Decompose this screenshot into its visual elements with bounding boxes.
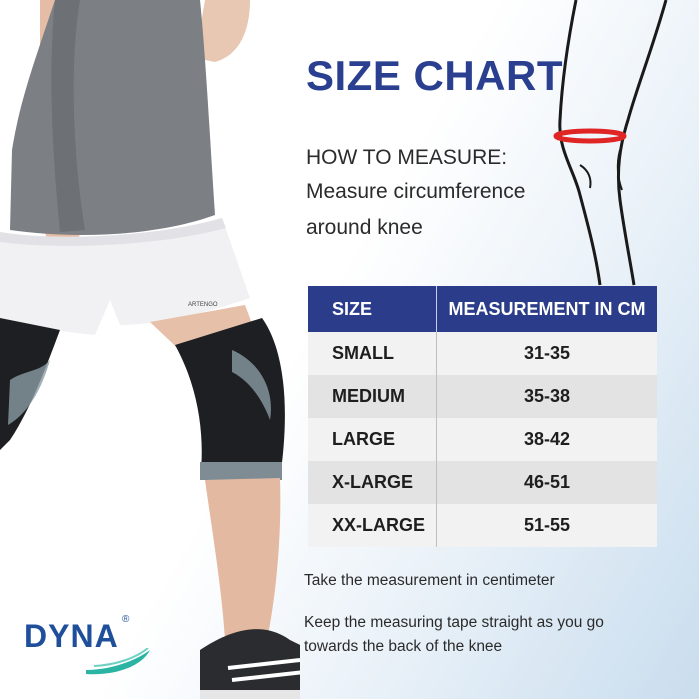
knee-measurement-diagram <box>553 0 668 286</box>
table-row: SMALL 31-35 <box>308 332 657 375</box>
column-header-measurement: MEASUREMENT IN CM <box>436 286 657 332</box>
size-cell: SMALL <box>308 332 437 375</box>
measurement-cell: 35-38 <box>436 375 657 418</box>
size-table: SIZE MEASUREMENT IN CM SMALL 31-35 MEDIU… <box>308 286 657 547</box>
registered-mark: ® <box>122 614 130 625</box>
measurement-cell: 46-51 <box>436 461 657 504</box>
person-wearing-knee-sleeve-image: ARTENGO <box>0 0 300 699</box>
instruction-line-1: Measure circumference <box>306 180 526 203</box>
instruction-line-2: around knee <box>306 216 423 239</box>
wave-swoosh-icon <box>86 648 150 675</box>
size-cell: XX-LARGE <box>308 504 437 547</box>
note-tape-straight: Keep the measuring tape straight as you … <box>304 614 604 655</box>
page-title: SIZE CHART <box>306 52 563 99</box>
size-cell: LARGE <box>308 418 437 461</box>
note-centimeter: Take the measurement in centimeter <box>304 572 555 589</box>
how-to-measure-heading: HOW TO MEASURE: <box>306 146 508 169</box>
brand-logo: DYNA ® <box>24 614 154 678</box>
column-header-size: SIZE <box>308 286 437 332</box>
table-row: X-LARGE 46-51 <box>308 461 657 504</box>
measurement-cell: 51-55 <box>436 504 657 547</box>
measuring-band-icon <box>553 128 627 144</box>
size-cell: MEDIUM <box>308 375 437 418</box>
measurement-cell: 38-42 <box>436 418 657 461</box>
table-row: LARGE 38-42 <box>308 418 657 461</box>
brand-name: DYNA <box>24 618 119 654</box>
measurement-cell: 31-35 <box>436 332 657 375</box>
table-row: MEDIUM 35-38 <box>308 375 657 418</box>
table-header-row: SIZE MEASUREMENT IN CM <box>308 286 657 332</box>
shorts-brand-label: ARTENGO <box>188 302 218 308</box>
size-cell: X-LARGE <box>308 461 437 504</box>
measure-instruction: Measure circumference around knee <box>306 174 566 246</box>
table-row: XX-LARGE 51-55 <box>308 504 657 547</box>
